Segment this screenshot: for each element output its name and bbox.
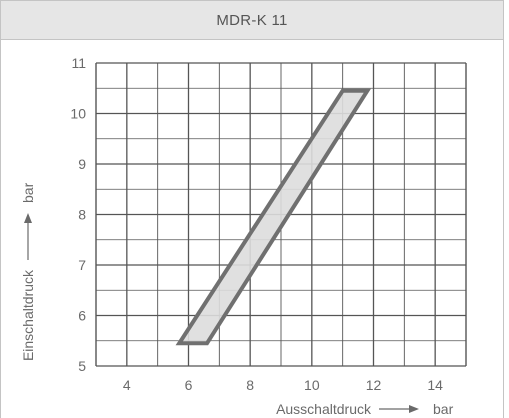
y-tick-label: 9	[78, 156, 86, 172]
x-axis-label-group: Ausschaltdruck bar	[276, 401, 454, 417]
y-tick-label: 11	[71, 55, 86, 71]
y-tick-label: 8	[78, 207, 86, 223]
x-axis-unit: bar	[433, 401, 454, 417]
x-tick-label: 10	[304, 377, 320, 393]
chart-header: MDR-K 11	[0, 0, 504, 40]
y-tick-label: 5	[78, 358, 86, 374]
y-axis-label: Einschaltdruck	[20, 269, 36, 361]
y-axis-label-group: Einschaltdruck bar	[20, 182, 36, 361]
x-tick-label: 6	[185, 377, 193, 393]
pressure-chart: 4 6 8 10 12 14 5 6 7 8 9 10 11 Einschaltdruck bar Au…	[20, 55, 467, 417]
x-tick-label: 8	[246, 377, 254, 393]
region-layer	[175, 88, 371, 346]
pressure-region-0	[175, 88, 371, 346]
y-axis-unit: bar	[20, 182, 36, 203]
x-axis-label: Ausschaltdruck	[276, 401, 372, 417]
y-axis-arrow-head	[24, 213, 32, 223]
chart-title: MDR-K 11	[216, 11, 288, 29]
grid-layer	[95, 62, 467, 367]
chart-panel: 4 6 8 10 12 14 5 6 7 8 9 10 11 Einschaltdruck bar Au…	[0, 40, 504, 418]
x-tick-label: 12	[366, 377, 382, 393]
tick-layer: 4 6 8 10 12 14 5 6 7 8 9 10 11	[70, 55, 443, 393]
x-axis-arrow-head	[409, 405, 419, 413]
y-tick-label: 6	[78, 308, 86, 324]
y-tick-label: 7	[78, 257, 86, 273]
x-tick-label: 14	[427, 377, 443, 393]
y-tick-label: 10	[70, 106, 86, 122]
x-tick-label: 4	[123, 377, 131, 393]
